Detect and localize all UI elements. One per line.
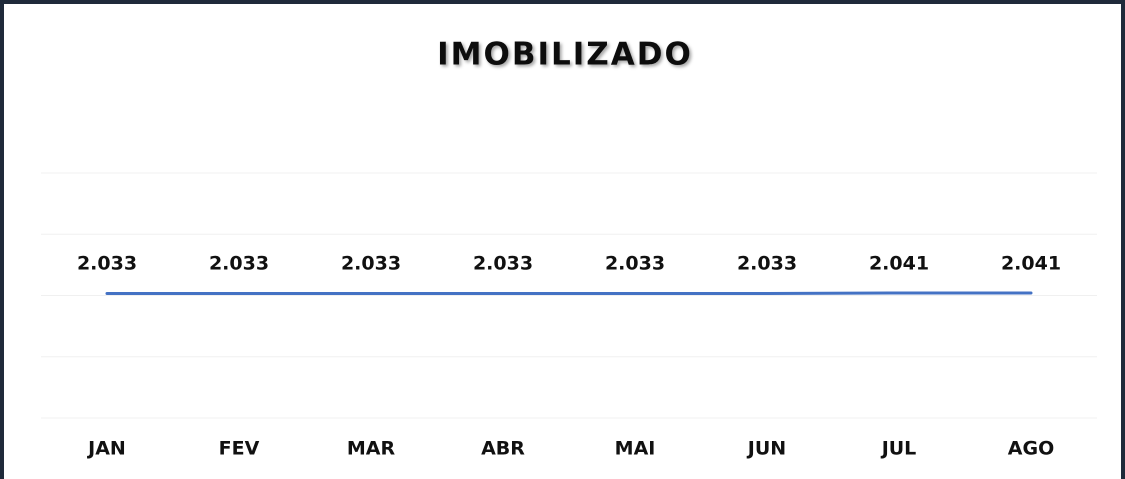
data-label: 2.033 bbox=[341, 253, 401, 275]
data-label: 2.033 bbox=[77, 253, 137, 275]
chart-title: IMOBILIZADO bbox=[437, 37, 693, 73]
data-label: 2.033 bbox=[605, 253, 665, 275]
x-tick-label: ABR bbox=[481, 438, 525, 460]
x-tick-label: MAI bbox=[615, 438, 656, 460]
data-label: 2.041 bbox=[1001, 253, 1061, 275]
x-tick-label: JUL bbox=[880, 438, 917, 460]
data-label: 2.041 bbox=[869, 253, 929, 275]
data-label: 2.033 bbox=[737, 253, 797, 275]
x-tick-label: AGO bbox=[1008, 438, 1054, 460]
data-label: 2.033 bbox=[209, 253, 269, 275]
data-label: 2.033 bbox=[473, 253, 533, 275]
x-tick-label: JUN bbox=[746, 438, 786, 460]
x-tick-label: MAR bbox=[347, 438, 396, 460]
x-tick-label: FEV bbox=[219, 438, 260, 460]
x-tick-label: JAN bbox=[86, 438, 126, 460]
